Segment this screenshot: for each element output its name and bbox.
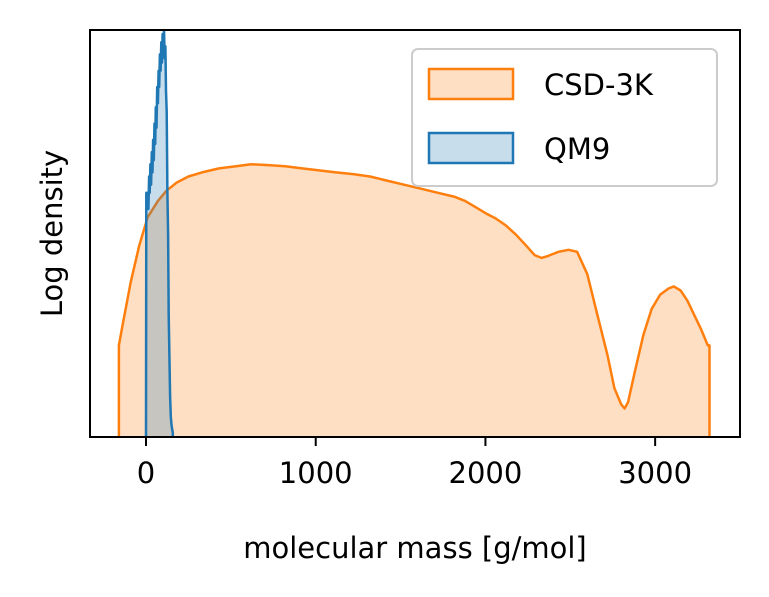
series-area-csd-3k <box>118 164 710 437</box>
legend: CSD-3K QM9 <box>411 48 718 187</box>
legend-box <box>411 48 718 187</box>
plot-area <box>117 30 711 437</box>
axes-frame <box>89 29 741 438</box>
x-tick-label: 2000 <box>449 456 523 490</box>
x-tick-label: 3000 <box>618 456 692 490</box>
x-axis-title: molecular mass [g/mol] <box>243 531 587 565</box>
x-axis-ticks: 0 1000 2000 3000 <box>137 437 692 490</box>
y-axis-title: Log density <box>35 150 69 317</box>
legend-swatch-csd-3k <box>427 67 515 101</box>
series-line-qm9 <box>144 30 175 437</box>
x-tick-label: 1000 <box>279 456 353 490</box>
legend-swatch-qm9 <box>427 131 515 165</box>
x-tick-label: 0 <box>137 456 155 490</box>
legend-label-csd-3k: CSD-3K <box>544 68 654 102</box>
series-line-csd-3k <box>117 163 711 437</box>
legend-label-qm9: QM9 <box>544 132 610 166</box>
